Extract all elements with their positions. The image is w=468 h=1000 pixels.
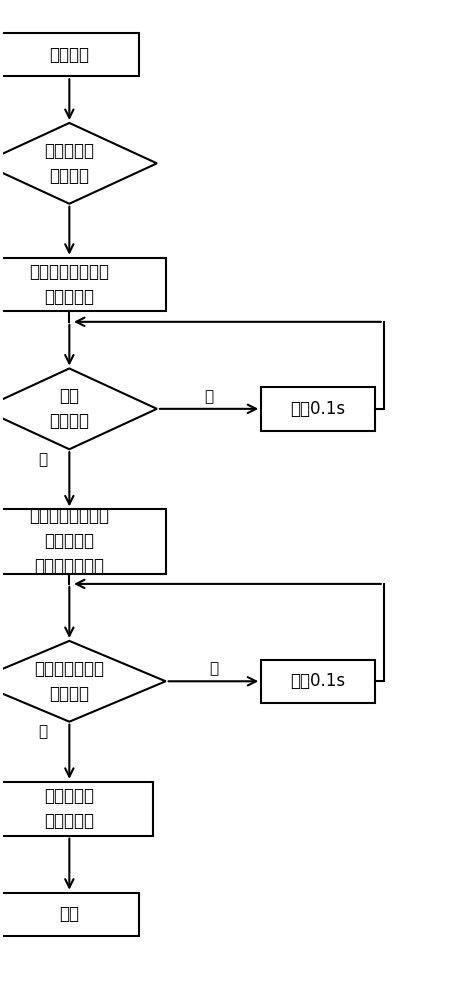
Text: 测量
是否完成: 测量 是否完成 — [49, 387, 89, 430]
Bar — [0, 509, 166, 574]
Bar — [261, 387, 375, 431]
Polygon shape — [0, 641, 166, 722]
Text: 红外线数据测量
是否完成: 红外线数据测量 是否完成 — [34, 660, 104, 703]
Bar — [0, 782, 153, 836]
Bar — [0, 893, 139, 936]
Text: 启动激光、线阵式
超声波模块: 启动激光、线阵式 超声波模块 — [29, 263, 110, 306]
Text: 存储、计算
长度和轴距: 存储、计算 长度和轴距 — [44, 787, 95, 830]
Text: 否: 否 — [209, 661, 218, 676]
Text: 关闭激光，线阵式
超声波模块
计算宽度和高度: 关闭激光，线阵式 超声波模块 计算宽度和高度 — [29, 507, 110, 575]
Polygon shape — [0, 123, 157, 204]
Text: 等待0.1s: 等待0.1s — [291, 672, 346, 690]
Text: 否: 否 — [205, 389, 213, 404]
Text: 结束: 结束 — [59, 905, 80, 923]
Bar — [261, 660, 375, 703]
Bar — [0, 33, 139, 76]
Bar — [0, 258, 166, 311]
Text: 是: 是 — [38, 452, 48, 467]
Text: 启动测量: 启动测量 — [49, 46, 89, 64]
Polygon shape — [0, 368, 157, 449]
Text: 是: 是 — [38, 725, 48, 740]
Text: 等待0.1s: 等待0.1s — [291, 400, 346, 418]
Text: 车辆是否进
入测量区: 车辆是否进 入测量区 — [44, 142, 95, 185]
